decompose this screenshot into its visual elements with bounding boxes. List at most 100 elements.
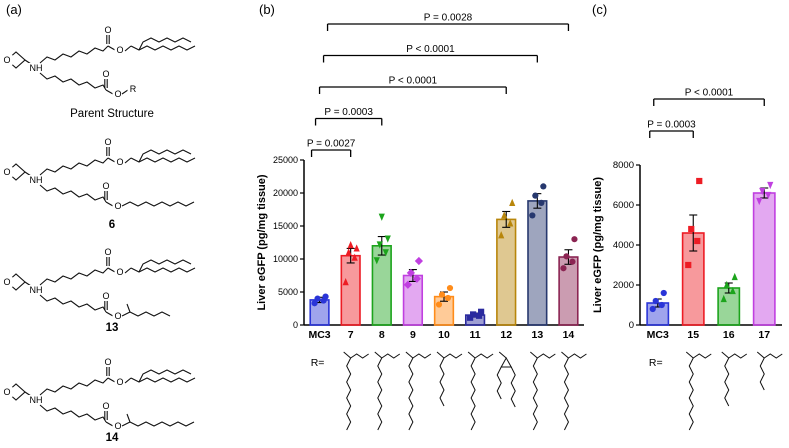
bond — [105, 89, 114, 95]
atom-label: NH — [30, 175, 43, 185]
bond — [443, 353, 463, 359]
atom-label: O — [102, 181, 109, 191]
x-tick-15: 15 — [687, 329, 699, 341]
bond — [498, 351, 507, 359]
label-bg — [112, 89, 124, 99]
atom-label: R — [130, 84, 137, 94]
bond — [346, 357, 352, 431]
significance-label: P = 0.0027 — [307, 139, 356, 150]
data-point — [652, 297, 659, 305]
bond — [130, 45, 196, 51]
label-bg — [127, 84, 139, 94]
bond — [532, 357, 538, 431]
bond — [105, 311, 114, 317]
atom-label: O — [116, 157, 123, 167]
x-tick-14: 14 — [563, 329, 575, 341]
bond — [412, 353, 432, 359]
data-point — [660, 289, 667, 297]
bond — [105, 421, 114, 427]
data-point — [538, 199, 545, 206]
data-point — [476, 312, 483, 319]
label-bg — [102, 137, 114, 147]
bond — [39, 377, 109, 396]
bond — [130, 377, 196, 383]
data-point — [498, 231, 505, 239]
bond — [138, 259, 192, 273]
label-bg — [1, 55, 13, 65]
y-axis-label: Liver eGFP (pg/mg tissue) — [256, 174, 268, 310]
data-point — [444, 294, 452, 302]
data-point — [723, 280, 730, 289]
bond — [126, 303, 131, 313]
x-tick-MC3: MC3 — [647, 329, 669, 341]
r-group-structure — [721, 351, 748, 407]
data-point — [720, 294, 727, 303]
bond — [39, 404, 107, 423]
data-point — [347, 241, 354, 249]
atom-label: NH — [30, 285, 43, 295]
bond — [121, 421, 131, 427]
atom-label: O — [104, 137, 111, 147]
data-point — [759, 187, 766, 196]
data-point — [571, 236, 578, 243]
label-bg — [1, 167, 13, 177]
data-point — [438, 291, 446, 298]
label-bg — [112, 421, 124, 431]
bond — [537, 353, 556, 359]
atom-label: O — [114, 421, 121, 431]
bond — [107, 45, 116, 51]
r-equals-label: R= — [311, 357, 325, 369]
bond — [685, 351, 694, 359]
bond — [374, 351, 383, 359]
significance-label: P < 0.0001 — [389, 76, 438, 87]
data-point — [509, 198, 516, 206]
bond — [763, 353, 783, 359]
data-point — [649, 305, 656, 313]
bond — [121, 89, 129, 95]
r-group-structure — [685, 351, 712, 431]
x-tick-13: 13 — [531, 329, 543, 341]
bond — [561, 351, 569, 359]
data-point — [694, 237, 701, 245]
bond — [470, 357, 476, 431]
bond — [756, 351, 765, 359]
r-group-structure — [756, 351, 783, 391]
atom-label: O — [104, 247, 111, 257]
y-tick-label: 2000 — [613, 280, 634, 291]
r-group-structure — [530, 351, 556, 431]
bond — [568, 353, 587, 359]
bond — [688, 357, 694, 431]
r-group-structure — [436, 351, 463, 407]
cyclopropane-ring — [500, 356, 513, 368]
data-point — [446, 284, 454, 292]
x-tick-10: 10 — [438, 329, 450, 341]
bond — [563, 357, 570, 431]
label-bg — [112, 201, 124, 211]
label-bg — [1, 277, 13, 287]
data-point — [560, 265, 567, 272]
r-group-structure — [374, 351, 401, 431]
bond — [530, 351, 538, 359]
bond — [467, 351, 476, 359]
data-point — [478, 308, 485, 315]
atom-label: O — [3, 167, 10, 177]
bond — [105, 201, 114, 207]
data-point — [378, 213, 385, 221]
structure-caption: 13 — [106, 322, 119, 334]
data-point — [353, 244, 360, 252]
r-group-structure — [467, 351, 494, 431]
bond — [39, 45, 109, 64]
bond — [107, 157, 116, 163]
y-tick-label: 25000 — [273, 155, 298, 165]
bar-7 — [340, 254, 361, 326]
atom-label: O — [102, 291, 109, 301]
atom-label: O — [104, 357, 111, 367]
label-bg — [100, 291, 112, 301]
bond — [124, 45, 132, 52]
bond — [138, 149, 192, 163]
bond — [405, 351, 414, 359]
r-group-structure — [343, 351, 369, 431]
bond — [129, 421, 195, 427]
